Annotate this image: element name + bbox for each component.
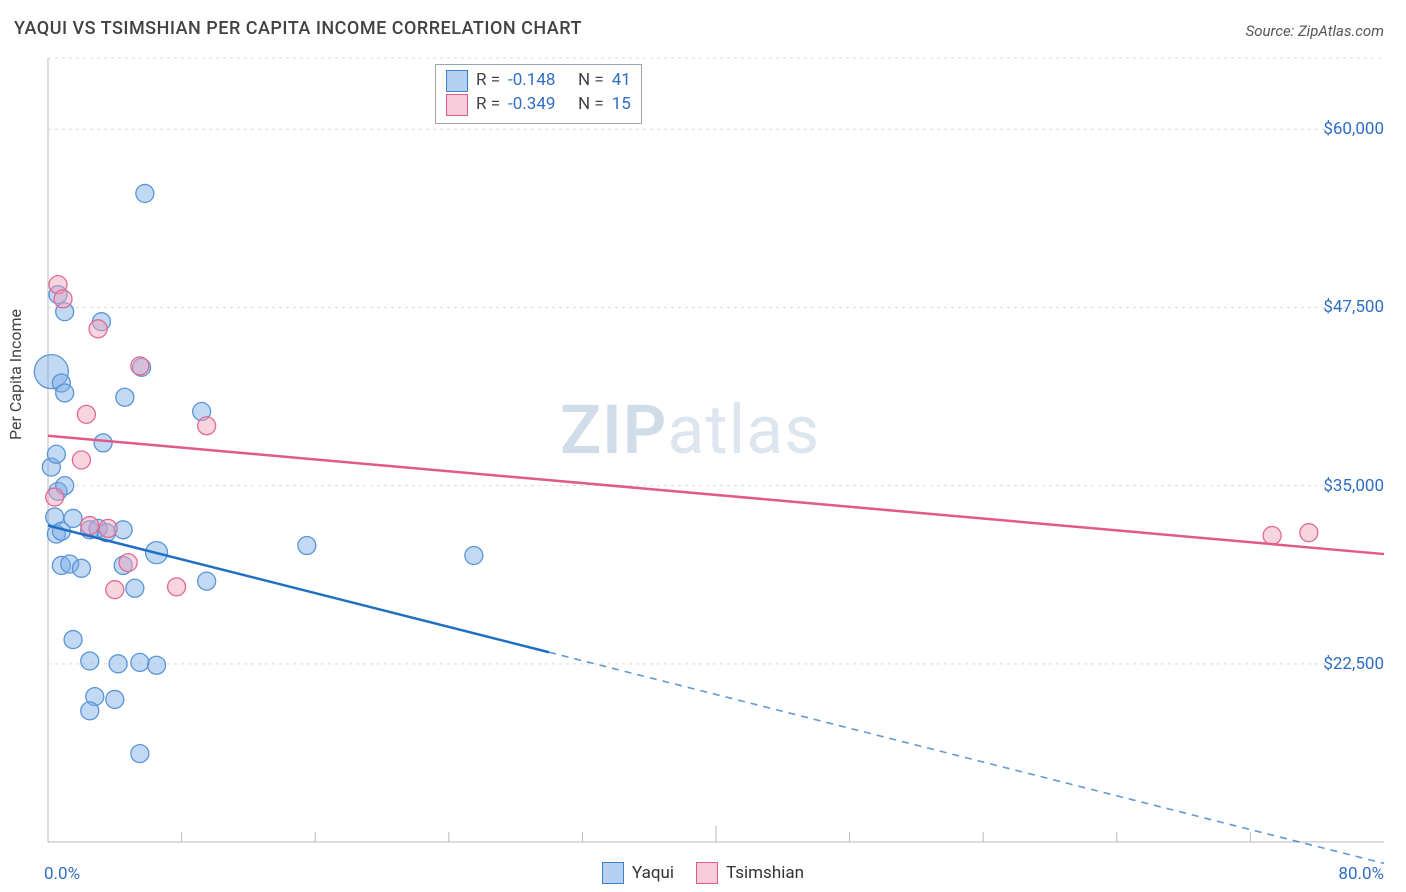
r-label: R = — [476, 69, 500, 93]
series-legend: Yaqui Tsimshian — [0, 862, 1406, 884]
tsimshian-point — [81, 517, 99, 535]
legend-item: Tsimshian — [696, 862, 804, 884]
tsimshian-point — [99, 519, 117, 537]
tsimshian-point — [72, 451, 90, 469]
yaqui-point — [126, 579, 144, 597]
yaqui-point — [47, 445, 65, 463]
tsimshian-point — [46, 488, 64, 506]
r-value: -0.148 — [508, 69, 570, 93]
stat-row: R = -0.349 N = 15 — [446, 93, 631, 117]
n-value: 15 — [612, 93, 631, 117]
tsimshian-point — [77, 405, 95, 423]
y-tick-label: $22,500 — [1323, 654, 1384, 674]
y-tick-label: $35,000 — [1323, 476, 1384, 496]
yaqui-point — [465, 546, 483, 564]
tsimshian-point — [198, 417, 216, 435]
n-label: N = — [578, 69, 604, 93]
yaqui-point — [56, 384, 74, 402]
legend-swatch-icon — [696, 862, 718, 884]
tsimshian-point — [106, 581, 124, 599]
tsimshian-point — [89, 320, 107, 338]
n-label: N = — [578, 93, 604, 117]
tsimshian-point — [54, 290, 72, 308]
legend-item: Yaqui — [602, 862, 674, 884]
y-tick-label: $60,000 — [1323, 119, 1384, 139]
tsimshian-point — [168, 578, 186, 596]
yaqui-point — [298, 537, 316, 555]
tsimshian-point — [1263, 527, 1281, 545]
yaqui-point — [106, 690, 124, 708]
legend-label: Yaqui — [632, 863, 674, 883]
legend-swatch-icon — [446, 94, 468, 116]
yaqui-point — [64, 631, 82, 649]
yaqui-point — [109, 655, 127, 673]
yaqui-point — [81, 702, 99, 720]
r-value: -0.349 — [508, 93, 570, 117]
correlation-chart — [0, 0, 1406, 892]
yaqui-point — [131, 745, 149, 763]
tsimshian-point — [131, 357, 149, 375]
y-tick-label: $47,500 — [1323, 297, 1384, 317]
yaqui-point — [81, 652, 99, 670]
yaqui-point — [94, 434, 112, 452]
yaqui-point — [72, 559, 90, 577]
legend-label: Tsimshian — [726, 863, 804, 883]
yaqui-trend-line-extrapolated — [549, 652, 1384, 863]
tsimshian-point — [1300, 524, 1318, 542]
legend-swatch-icon — [602, 862, 624, 884]
n-value: 41 — [612, 69, 631, 93]
tsimshian-trend-line — [48, 436, 1384, 554]
tsimshian-point — [119, 554, 137, 572]
stat-row: R = -0.148 N = 41 — [446, 69, 631, 93]
yaqui-point — [148, 656, 166, 674]
yaqui-point — [198, 572, 216, 590]
correlation-stats-box: R = -0.148 N = 41 R = -0.349 N = 15 — [435, 64, 642, 124]
legend-swatch-icon — [446, 70, 468, 92]
yaqui-point — [131, 653, 149, 671]
yaqui-point — [116, 388, 134, 406]
r-label: R = — [476, 93, 500, 117]
yaqui-point — [136, 184, 154, 202]
